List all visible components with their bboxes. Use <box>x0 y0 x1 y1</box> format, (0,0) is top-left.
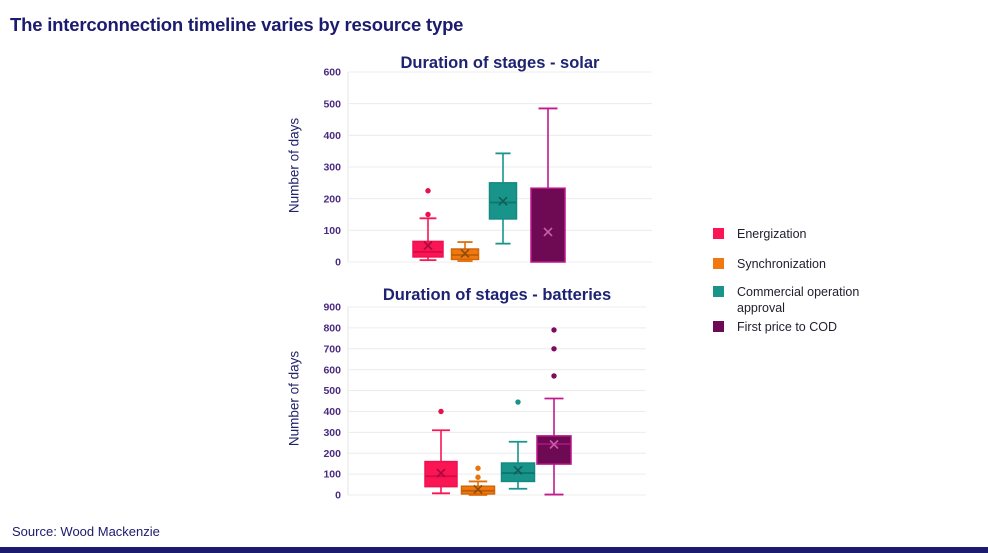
legend-label: Energization <box>737 227 807 241</box>
outlier-point <box>475 465 481 471</box>
y-tick-label: 900 <box>323 302 341 314</box>
mean-marker <box>498 196 508 206</box>
box <box>412 240 444 258</box>
legend-label: Synchronization <box>737 257 826 271</box>
legend-swatch-commercial-operation-approval <box>713 286 724 297</box>
y-tick-label: 200 <box>323 448 341 460</box>
footer-brand-bar <box>0 547 988 553</box>
outlier-point <box>425 211 431 218</box>
box <box>530 187 566 263</box>
mean-marker <box>549 439 559 450</box>
y-tick-label: 300 <box>323 427 341 439</box>
legend: Energization Synchronization Commercial … <box>713 0 933 553</box>
legend-item-energization: Energization <box>713 226 807 242</box>
outlier-point <box>551 346 557 352</box>
legend-label: First price to COD <box>737 320 838 334</box>
batteries-chart-title: Duration of stages - batteries <box>382 286 612 304</box>
mean-marker <box>513 465 523 475</box>
y-tick-label: 600 <box>323 364 341 376</box>
y-tick-label: 600 <box>323 67 341 79</box>
outlier-point <box>475 474 481 480</box>
y-tick-label: 800 <box>323 322 341 334</box>
mean-marker <box>423 240 433 251</box>
legend-item-commercial-operation-approval: Commercial operation approval <box>713 284 902 316</box>
legend-item-first-price-to-cod: First price to COD <box>713 319 837 335</box>
legend-swatch-energization <box>713 228 724 239</box>
y-tick-label: 100 <box>323 469 341 481</box>
outlier-point <box>551 373 557 379</box>
y-tick-label: 100 <box>323 225 341 237</box>
y-tick-label: 0 <box>335 257 341 269</box>
box <box>536 435 572 465</box>
outlier-point <box>425 188 431 194</box>
y-tick-label: 200 <box>323 193 341 205</box>
solar-boxplot-chart: 0 100 200 300 400 500 600 <box>323 67 652 269</box>
legend-swatch-synchronization <box>713 258 724 269</box>
outlier-point <box>551 327 557 333</box>
mean-marker <box>543 227 553 237</box>
y-tick-label: 400 <box>323 130 341 142</box>
legend-swatch-first-price-to-cod <box>713 321 724 332</box>
mean-marker <box>460 248 470 259</box>
mean-marker <box>473 484 483 494</box>
batteries-boxplot-chart: 0 100 200 300 400 500 600 700 800 900 <box>323 302 646 502</box>
solar-chart-title: Duration of stages - solar <box>400 54 600 72</box>
source-note: Source: Wood Mackenzie <box>12 524 160 539</box>
y-tick-label: 700 <box>323 343 341 355</box>
outlier-point <box>438 408 444 415</box>
legend-item-synchronization: Synchronization <box>713 256 826 272</box>
y-tick-label: 400 <box>323 406 341 418</box>
y-tick-label: 0 <box>335 490 341 502</box>
y-tick-label: 500 <box>323 98 341 110</box>
page-title: The interconnection timeline varies by r… <box>10 14 464 35</box>
outlier-point <box>515 399 521 405</box>
y-tick-label: 500 <box>323 385 341 397</box>
y-tick-label: 300 <box>323 162 341 174</box>
legend-label: Commercial operation approval <box>737 285 860 315</box>
mean-marker <box>436 468 446 478</box>
